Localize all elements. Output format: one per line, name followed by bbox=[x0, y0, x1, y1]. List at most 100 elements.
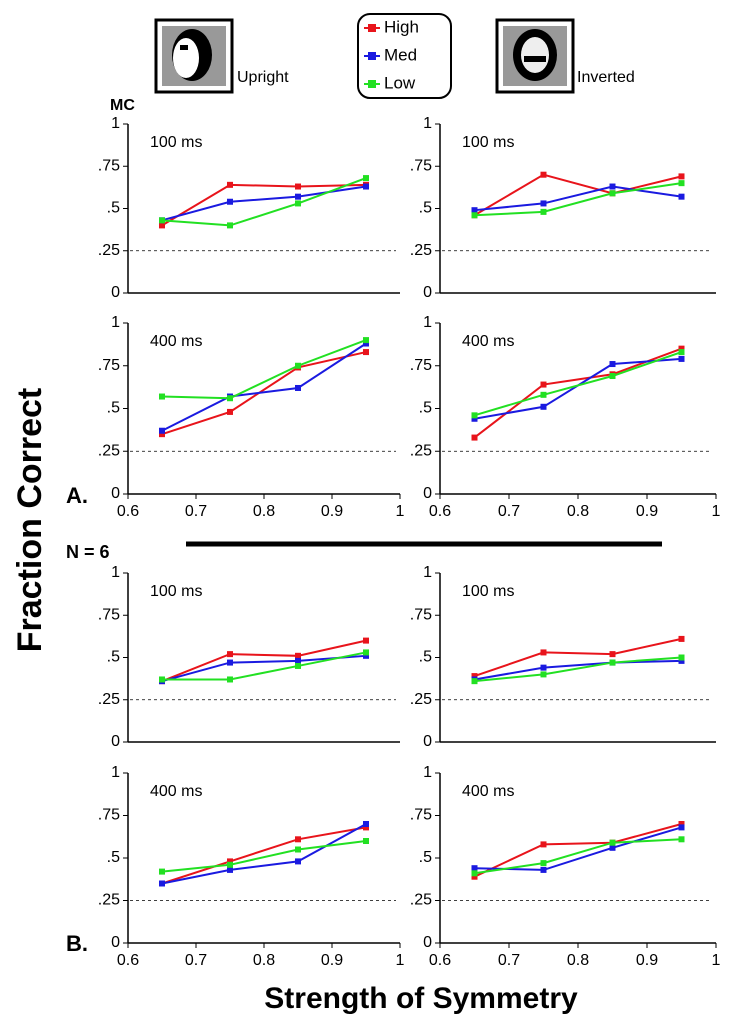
point bbox=[609, 183, 616, 190]
series-line bbox=[162, 651, 367, 681]
point bbox=[295, 858, 301, 865]
y-tick-label: .25 bbox=[98, 442, 120, 459]
point bbox=[295, 846, 301, 853]
y-tick-label: .5 bbox=[419, 649, 432, 666]
point bbox=[159, 217, 165, 224]
legend-label: Low bbox=[384, 73, 416, 92]
x-tick-label: 0.9 bbox=[321, 503, 343, 520]
point bbox=[471, 865, 478, 872]
point bbox=[295, 183, 301, 190]
series-line bbox=[474, 659, 682, 681]
x-tick-label: 1 bbox=[712, 952, 721, 969]
y-tick-label: .75 bbox=[410, 357, 432, 374]
series-line bbox=[474, 637, 682, 678]
point bbox=[227, 866, 233, 873]
point bbox=[471, 873, 478, 880]
part-label: A. bbox=[66, 483, 88, 508]
y-tick-label: .75 bbox=[98, 357, 120, 374]
series-line bbox=[161, 177, 367, 227]
x-tick-label: 0.6 bbox=[117, 503, 139, 520]
point bbox=[295, 193, 301, 200]
point bbox=[540, 649, 547, 656]
series-line bbox=[474, 826, 682, 871]
panel-label: 400 ms bbox=[150, 333, 202, 350]
point bbox=[295, 652, 301, 659]
point bbox=[471, 212, 478, 219]
x-tick-label: 0.8 bbox=[567, 952, 589, 969]
inverted-icon bbox=[495, 18, 575, 94]
point bbox=[363, 649, 369, 656]
point bbox=[678, 635, 685, 642]
y-tick-label: .25 bbox=[410, 242, 432, 259]
point bbox=[609, 190, 616, 197]
series-line bbox=[161, 183, 367, 227]
series-line bbox=[161, 826, 367, 885]
x-tick-label: 1 bbox=[396, 503, 405, 520]
point bbox=[609, 844, 616, 851]
point bbox=[540, 860, 547, 867]
point bbox=[540, 866, 547, 873]
point bbox=[540, 208, 547, 215]
y-tick-label: 0 bbox=[423, 284, 432, 301]
legend-marker bbox=[368, 80, 376, 88]
series-line bbox=[161, 823, 367, 885]
series-line bbox=[161, 351, 367, 436]
x-tick-label: 0.7 bbox=[498, 952, 520, 969]
n-label: N = 6 bbox=[66, 542, 110, 562]
y-tick-label: 0 bbox=[111, 485, 120, 502]
point bbox=[227, 861, 233, 868]
point bbox=[363, 652, 369, 659]
y-tick-label: .25 bbox=[410, 892, 432, 909]
point bbox=[609, 651, 616, 658]
panel-label: 100 ms bbox=[150, 134, 202, 151]
y-tick-label: .5 bbox=[419, 200, 432, 217]
point bbox=[471, 673, 478, 680]
panel-label: 100 ms bbox=[150, 583, 202, 600]
x-axis-title: Strength of Symmetry bbox=[264, 982, 578, 1015]
point bbox=[295, 662, 301, 669]
point bbox=[295, 836, 301, 843]
series-line bbox=[474, 351, 682, 417]
panel-label: 100 ms bbox=[462, 583, 514, 600]
series-line bbox=[474, 182, 682, 217]
y-tick-label: .75 bbox=[98, 807, 120, 824]
point bbox=[159, 676, 165, 683]
point bbox=[609, 839, 616, 846]
series-line bbox=[474, 823, 682, 878]
panel-label: 400 ms bbox=[150, 783, 202, 800]
y-tick-label: .5 bbox=[419, 400, 432, 417]
y-tick-label: 0 bbox=[423, 934, 432, 951]
series-line bbox=[161, 639, 367, 683]
mc-label: MC bbox=[110, 97, 135, 114]
y-tick-label: .75 bbox=[98, 157, 120, 174]
point bbox=[363, 838, 369, 844]
y-tick-label: .75 bbox=[98, 606, 120, 623]
point bbox=[227, 181, 233, 188]
y-tick-label: .25 bbox=[98, 892, 120, 909]
point bbox=[540, 671, 547, 678]
point bbox=[471, 870, 478, 877]
y-tick-label: 1 bbox=[423, 115, 432, 132]
upright-label: Upright bbox=[237, 69, 289, 86]
y-tick-label: 0 bbox=[111, 934, 120, 951]
point bbox=[159, 427, 165, 434]
series-line bbox=[161, 342, 367, 432]
point bbox=[471, 415, 478, 422]
x-tick-label: 0.8 bbox=[253, 503, 275, 520]
x-tick-label: 0.7 bbox=[185, 503, 207, 520]
y-tick-label: 1 bbox=[423, 564, 432, 581]
x-tick-label: 0.9 bbox=[636, 503, 658, 520]
x-tick-label: 0.7 bbox=[498, 503, 520, 520]
series-line bbox=[474, 838, 682, 875]
x-tick-label: 0.8 bbox=[567, 503, 589, 520]
x-tick-label: 0.9 bbox=[636, 952, 658, 969]
point bbox=[678, 355, 685, 362]
point bbox=[678, 180, 685, 187]
x-tick-label: 0.7 bbox=[185, 952, 207, 969]
y-tick-label: 1 bbox=[111, 564, 120, 581]
y-tick-label: 1 bbox=[111, 764, 120, 781]
x-tick-label: 0.8 bbox=[253, 952, 275, 969]
y-tick-label: .5 bbox=[419, 849, 432, 866]
series-line bbox=[161, 840, 367, 873]
point bbox=[363, 821, 369, 827]
